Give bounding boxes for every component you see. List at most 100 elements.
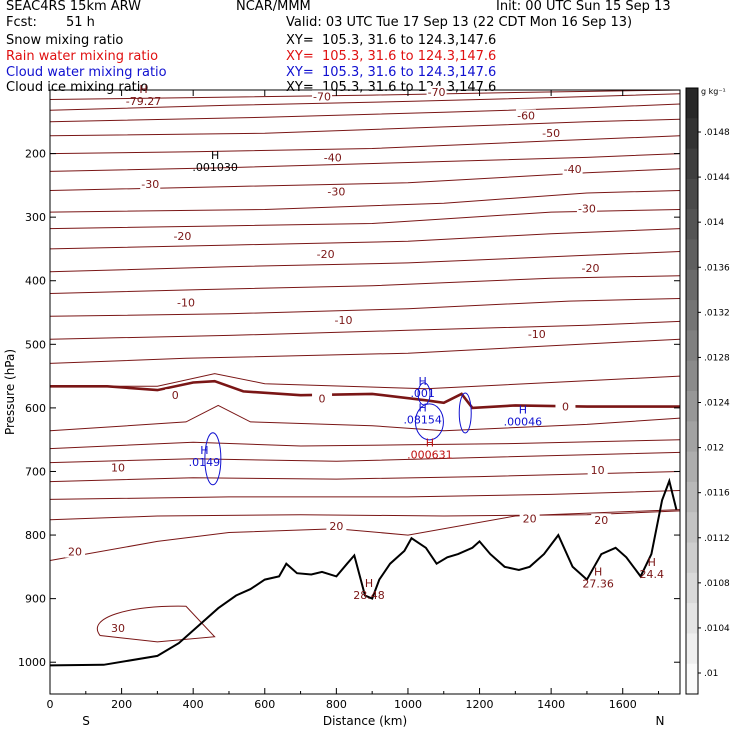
field-name-snow: Snow mixing ratio [6, 33, 124, 48]
y-tick-label: 200 [25, 148, 46, 161]
colorbar-segment [686, 421, 698, 453]
plot-border [49, 89, 681, 695]
y-tick-label: 700 [25, 465, 46, 478]
contour-label: -40 [564, 163, 582, 176]
isotherm-line [49, 439, 681, 450]
extremum-marker: H [419, 375, 427, 388]
contour-label: 10 [111, 462, 125, 475]
moisture-contours [204, 382, 472, 486]
extremum-value: 27.36 [582, 578, 614, 591]
axes: 0 200 400 600 800 1000 1200 1400 160020030040050… [3, 90, 680, 728]
contour-label-bg [315, 248, 336, 261]
y-tick-label: 600 [25, 402, 46, 415]
extremum-marker: H [648, 556, 656, 569]
isotherm-line [49, 190, 681, 213]
contour-label: -10 [335, 314, 353, 327]
colorbar-tick-label: .0128 [704, 353, 730, 363]
isotherm-line [49, 471, 681, 483]
extremum-value: 28.48 [353, 589, 385, 602]
contour-label: -20 [317, 248, 335, 261]
contour-label-bg [519, 512, 540, 525]
isotherm-line [49, 490, 681, 500]
cloud-water-contour [204, 432, 222, 486]
colorbar-tick-label: .0136 [704, 263, 730, 273]
contour-label-bg [541, 127, 562, 140]
colorbar-segment [686, 663, 698, 695]
model-name: SEAC4RS 15km ARW [6, 0, 142, 14]
contour-label: -30 [327, 186, 345, 199]
isotherm-line [49, 275, 681, 294]
colorbar-segment [686, 269, 698, 301]
colorbar-segment [686, 239, 698, 271]
extremum-value: 24.4 [640, 568, 665, 581]
colorbar-tick-label: .0144 [704, 173, 730, 183]
colorbar-tick-label: .0116 [704, 489, 730, 499]
extremum-marker: H [519, 403, 527, 416]
colorbar-segment [686, 391, 698, 422]
y-tick-label: 500 [25, 338, 46, 351]
colorbar-tick-label: .0108 [704, 579, 730, 589]
x-tick-label: 400 [183, 698, 204, 711]
extremum-marker: H [200, 444, 208, 457]
contour-label: 0 [562, 401, 569, 414]
extremum-value: .00046 [504, 415, 543, 428]
extremum-marker: H [139, 83, 147, 96]
colorbar-segment [686, 451, 698, 483]
extremum-marker: H [419, 402, 427, 415]
isotherm-line [49, 298, 681, 317]
terrain-line [49, 477, 678, 667]
contour-labels: -70 -70 -60 -50 -40 -40 -30 -30 -30 -20 -20 -20 -10 -… [65, 83, 664, 635]
contour-label-bg [108, 461, 129, 474]
contour-label-bg [333, 314, 354, 327]
isotherm-line [49, 103, 681, 123]
contour-label: 20 [523, 513, 537, 526]
contour-label-bg [65, 545, 86, 558]
contour-label: -10 [528, 328, 546, 341]
contour-label-bg [176, 296, 197, 309]
field-name-cloud-water: Cloud water mixing ratio [6, 65, 167, 80]
contour-label: -20 [173, 230, 191, 243]
field-name-rain: Rain water mixing ratio [6, 49, 159, 64]
colorbar-segment [686, 542, 698, 574]
colorbar-segment [686, 572, 698, 604]
x-tick-label: 0 [47, 698, 54, 711]
contour-label-bg [576, 202, 597, 215]
contour-label-bg [426, 85, 447, 98]
forecast-hours: 51 h [66, 15, 95, 30]
colorbar-segment [686, 118, 698, 150]
y-tick-label: 800 [25, 529, 46, 542]
extremum-value: .000631 [407, 448, 453, 461]
organization: NCAR/MMM [236, 0, 311, 14]
colorbar-segment [686, 148, 698, 180]
colorbar-segment [686, 512, 698, 543]
colorbar-segment [686, 300, 698, 331]
freezing-level-line [50, 379, 680, 410]
contour-label: -30 [578, 202, 596, 215]
contour-label: 30 [111, 622, 125, 635]
contour-label-bg [322, 151, 343, 164]
isotherm-line [49, 509, 681, 561]
init-time: Init: 00 UTC Sun 15 Sep 13 [496, 0, 671, 14]
direction-north: N [656, 714, 665, 728]
field-xy-cloud-water: XY= 105.3, 31.6 to 124.3,147.6 [286, 65, 497, 80]
extremum-marker: H [211, 149, 219, 162]
colorbar-segment [686, 178, 698, 210]
contour-label: -20 [582, 262, 600, 275]
contour-label: 0 [319, 392, 326, 405]
contour-label-bg [140, 178, 161, 191]
isotherm-line [49, 338, 681, 364]
contour-label: -70 [313, 90, 331, 103]
contour-label-bg [562, 162, 583, 175]
plot-frame [49, 89, 681, 695]
contour-label-bg [526, 328, 547, 341]
contour-label: 10 [591, 464, 605, 477]
extremum-value: .08154 [403, 414, 442, 427]
isotherm-line [49, 404, 681, 432]
colorbar-segment [686, 603, 698, 634]
terrain-profile [49, 477, 678, 667]
field-xy-rain: XY= 105.3, 31.6 to 124.3,147.6 [286, 49, 497, 64]
isotherm-line [49, 118, 681, 137]
forecast-label: Fcst: [6, 15, 37, 30]
contour-label: 0 [172, 389, 179, 402]
x-tick-label: 1000 [394, 698, 422, 711]
